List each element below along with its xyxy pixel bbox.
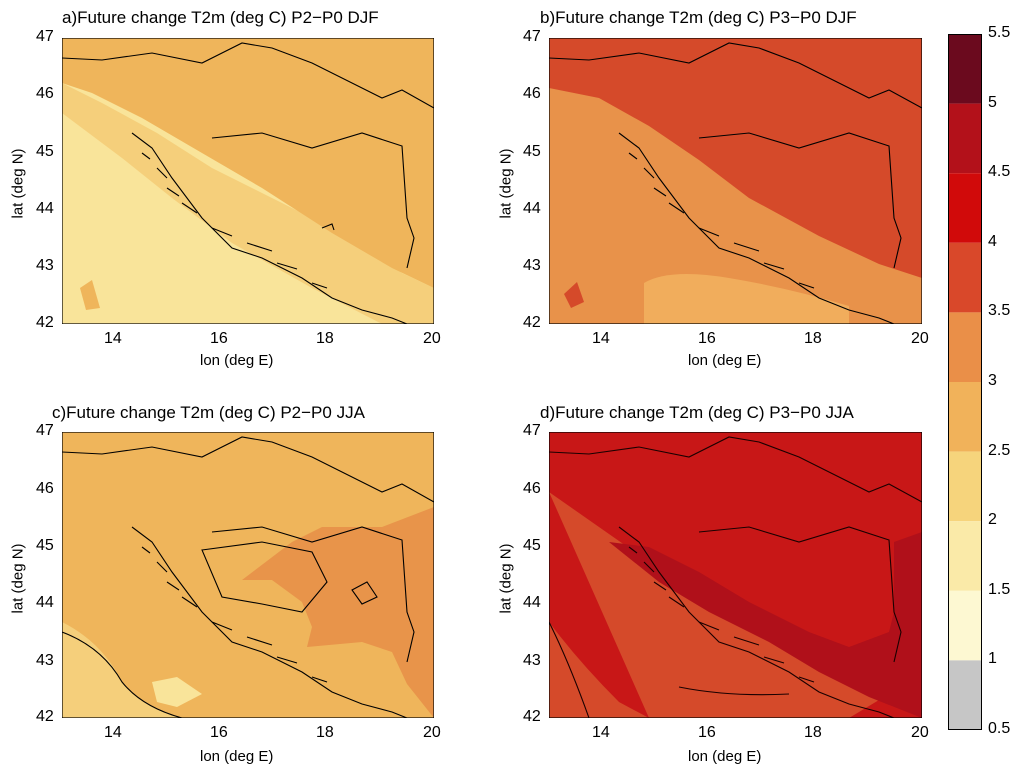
colorbar-level [948, 521, 982, 591]
panel-d-ytick: 45 [523, 537, 541, 554]
panel-c-ytick: 42 [36, 708, 54, 725]
colorbar-tick: 5 [988, 93, 997, 111]
panel-a-title: a)Future change T2m (deg C) P2−P0 DJF [62, 8, 379, 27]
panel-c-xtick: 20 [423, 724, 441, 741]
panel-b-ytick: 42 [523, 314, 541, 331]
panel-a-xlabel: lon (deg E) [200, 352, 274, 369]
panel-b-xtick: 20 [911, 330, 929, 347]
colorbar-bar [948, 34, 982, 730]
panel-d-xtick: 20 [911, 724, 929, 741]
colorbar-level [948, 660, 982, 730]
panel-d-xtick: 16 [698, 724, 716, 741]
panel-b-ytick: 43 [523, 257, 541, 274]
panel-c-xtick: 14 [104, 724, 122, 741]
colorbar-level [948, 590, 982, 661]
panel-b-ytick: 45 [523, 143, 541, 160]
panel-c-map [62, 432, 434, 718]
panel-a-xtick: 14 [104, 330, 122, 347]
colorbar-tick: 4.5 [988, 163, 1011, 181]
panel-d-ytick: 46 [523, 480, 541, 497]
colorbar-level [948, 451, 982, 522]
panel-b-xtick: 14 [592, 330, 610, 347]
colorbar-level [948, 312, 982, 382]
panel-d-ytick: 43 [523, 652, 541, 669]
colorbar-tick: 3.5 [988, 302, 1011, 320]
panel-d-map [549, 432, 922, 718]
panel-a-mid [62, 83, 434, 324]
panel-b-ytick: 47 [523, 28, 541, 45]
panel-a-ytick: 47 [36, 28, 54, 45]
panel-d-ytick: 44 [523, 594, 541, 611]
colorbar-tick: 1.5 [988, 580, 1011, 598]
panel-c-mid [62, 622, 182, 718]
panel-d-xtick: 18 [804, 724, 822, 741]
panel-b-xtick: 16 [698, 330, 716, 347]
panel-c-title: c)Future change T2m (deg C) P2−P0 JJA [52, 403, 365, 422]
colorbar-level [948, 173, 982, 243]
panel-a-main [62, 38, 434, 288]
panel-b-ytick: 46 [523, 85, 541, 102]
panel-c-xtick: 16 [210, 724, 228, 741]
colorbar-tick: 2.5 [988, 441, 1011, 459]
panel-d-ytick: 42 [523, 708, 541, 725]
panel-b-xtick: 18 [804, 330, 822, 347]
colorbar-level [948, 34, 982, 104]
panel-c-ytick: 44 [36, 594, 54, 611]
colorbar-tick: 0.5 [988, 720, 1011, 737]
panel-a-ytick: 45 [36, 143, 54, 160]
colorbar-tick: 4 [988, 232, 997, 250]
panel-b-ytick: 44 [523, 200, 541, 217]
panel-b-xlabel: lon (deg E) [688, 352, 762, 369]
panel-b-spot [564, 282, 584, 308]
colorbar-tick: 1 [988, 650, 997, 668]
panel-c-ytick: 45 [36, 537, 54, 554]
panel-a-ytick: 44 [36, 200, 54, 217]
colorbar-tick: 5.5 [988, 24, 1011, 41]
panel-c-ytick: 46 [36, 480, 54, 497]
panel-c-xlabel: lon (deg E) [200, 748, 274, 765]
panel-b-main [549, 38, 922, 278]
panel-c-spot [152, 677, 202, 707]
panel-d-xtick: 14 [592, 724, 610, 741]
colorbar-tick: 2 [988, 511, 997, 529]
panel-d-title: d)Future change T2m (deg C) P3−P0 JJA [540, 403, 854, 422]
panel-a-ytick: 42 [36, 314, 54, 331]
panel-a-ytick: 46 [36, 85, 54, 102]
panel-c-main [202, 507, 434, 718]
panel-d-xlabel: lon (deg E) [688, 748, 762, 765]
panel-d-ytick: 47 [523, 422, 541, 439]
colorbar-tick: 3 [988, 372, 997, 389]
panel-a-map [62, 38, 434, 324]
panel-c-ylabel: lat (deg N) [9, 543, 27, 614]
panel-b-title: b)Future change T2m (deg C) P3−P0 DJF [540, 8, 857, 27]
colorbar-level [948, 382, 982, 452]
panel-a-ytick: 43 [36, 257, 54, 274]
panel-b-ylabel: lat (deg N) [497, 148, 515, 219]
panel-d-mid [549, 492, 879, 718]
panel-b-mid [644, 274, 849, 324]
panel-d-spot [549, 622, 589, 718]
panel-b-map [549, 38, 922, 324]
colorbar-level [948, 242, 982, 313]
panel-d-ylabel: lat (deg N) [497, 543, 515, 614]
panel-a-ylabel: lat (deg N) [9, 148, 27, 219]
panel-a-xtick: 16 [210, 330, 228, 347]
panel-c-xtick: 18 [316, 724, 334, 741]
colorbar-level [948, 103, 982, 174]
panel-a-xtick: 18 [316, 330, 334, 347]
panel-a-spot [80, 280, 100, 310]
panel-d-main [609, 532, 922, 718]
panel-c-ytick: 47 [36, 422, 54, 439]
panel-c-ytick: 43 [36, 652, 54, 669]
panel-a-xtick: 20 [423, 330, 441, 347]
